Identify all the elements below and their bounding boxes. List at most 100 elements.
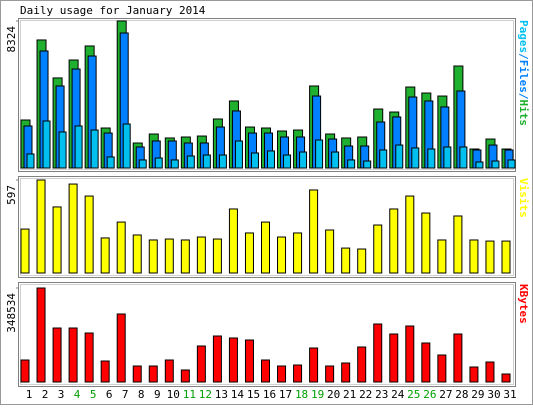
- bar: [212, 335, 222, 383]
- x-tick-label: 16: [263, 388, 276, 401]
- legend-entry: Visits: [517, 178, 530, 218]
- legend-entry: Pages: [517, 20, 530, 53]
- bar: [485, 361, 495, 383]
- panel-border: [18, 18, 516, 172]
- x-tick-label: 25: [407, 388, 420, 401]
- bar: [469, 239, 479, 274]
- bar: [395, 144, 404, 169]
- bar: [427, 148, 436, 169]
- bar: [228, 208, 238, 274]
- bar: [309, 347, 319, 383]
- bar: [261, 359, 270, 383]
- bar: [363, 160, 372, 169]
- bar: [283, 154, 292, 169]
- panel-inner: [20, 284, 514, 385]
- legend-entry: KBytes: [517, 284, 530, 324]
- panel-inner: [20, 20, 514, 170]
- bar: [20, 228, 30, 274]
- bar: [373, 323, 383, 383]
- bar: [373, 224, 383, 274]
- bar: [347, 159, 356, 169]
- legend-entry: Files: [517, 60, 530, 93]
- bar: [309, 189, 319, 274]
- bar: [36, 287, 46, 383]
- bar: [443, 146, 452, 169]
- bar: [100, 360, 110, 383]
- panel-border: [18, 176, 516, 278]
- bar: [58, 131, 67, 169]
- bar: [90, 129, 99, 169]
- bar: [357, 248, 367, 274]
- x-tick-label: 20: [327, 388, 340, 401]
- x-tick-label: 19: [311, 388, 324, 401]
- bar: [100, 237, 110, 274]
- x-tick-label: 4: [74, 388, 81, 401]
- legend-separator: /: [517, 93, 530, 100]
- bar: [379, 149, 388, 169]
- bar: [52, 327, 62, 383]
- bar: [331, 151, 340, 169]
- legend-entry: Hits: [517, 100, 530, 127]
- x-tick-label: 21: [343, 388, 356, 401]
- x-tick-label: 2: [42, 388, 49, 401]
- bar: [341, 247, 351, 274]
- bar: [244, 232, 254, 274]
- bar: [26, 153, 35, 169]
- bar: [202, 154, 211, 169]
- x-tick-label: 14: [231, 388, 245, 401]
- bar: [501, 240, 511, 274]
- bar: [132, 365, 142, 383]
- bar: [315, 139, 324, 169]
- x-tick-label: 30: [487, 388, 500, 401]
- bar: [389, 333, 399, 383]
- bar: [170, 159, 179, 169]
- x-tick-label: 24: [391, 388, 405, 401]
- bar: [357, 346, 367, 383]
- bar: [148, 365, 158, 383]
- bar: [106, 156, 115, 169]
- legend-separator: /: [517, 53, 530, 60]
- bar: [299, 151, 308, 169]
- bar: [180, 239, 190, 274]
- x-tick-label: 6: [106, 388, 113, 401]
- panel-border: [18, 282, 516, 387]
- bar: [293, 364, 303, 383]
- bar: [437, 354, 447, 383]
- x-tick-label: 18: [295, 388, 308, 401]
- legend: Pages/Files/Hits: [517, 20, 530, 126]
- bar: [196, 345, 206, 383]
- bar: [469, 366, 479, 383]
- bar: [132, 234, 142, 274]
- x-tick-label: 12: [199, 388, 212, 401]
- x-tick-label: 29: [471, 388, 484, 401]
- bar: [68, 183, 78, 274]
- panel-inner: [20, 178, 514, 276]
- x-tick-label: 13: [215, 388, 228, 401]
- bar: [42, 120, 51, 169]
- bar: [491, 160, 500, 169]
- x-tick-label: 3: [58, 388, 65, 401]
- bar: [389, 208, 399, 274]
- x-tick-label: 9: [154, 388, 161, 401]
- bar: [437, 239, 447, 274]
- bar: [485, 240, 495, 274]
- bar: [325, 229, 335, 274]
- bar: [196, 236, 206, 274]
- bar: [84, 332, 94, 383]
- bar: [228, 337, 238, 383]
- x-tick-label: 23: [375, 388, 388, 401]
- x-tick-label: 10: [167, 388, 180, 401]
- x-tick-label: 28: [455, 388, 468, 401]
- chart-title: Daily usage for January 2014: [20, 4, 206, 17]
- x-tick-label: 15: [247, 388, 260, 401]
- legend: KBytes: [517, 284, 530, 324]
- bar: [116, 221, 126, 274]
- bar: [277, 365, 287, 383]
- bar: [453, 215, 463, 274]
- x-tick-label: 1: [26, 388, 33, 401]
- y-tick-label: 8324: [5, 26, 18, 53]
- bar: [212, 238, 222, 274]
